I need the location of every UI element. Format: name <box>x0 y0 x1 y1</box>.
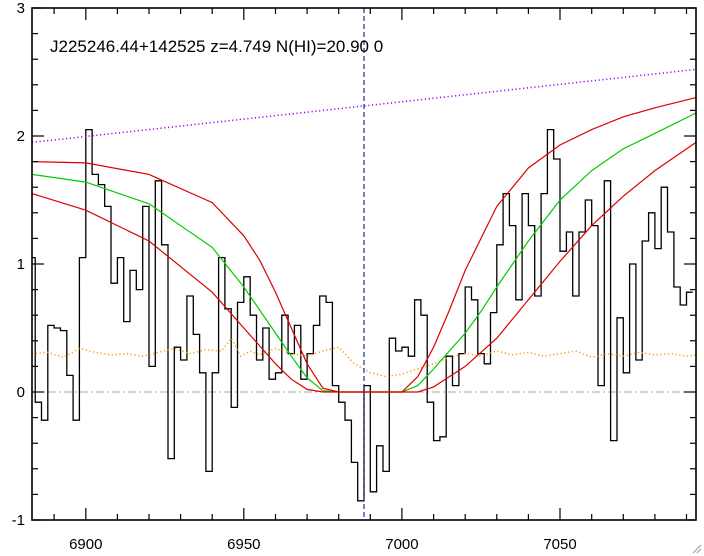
y-tick-label: 1 <box>17 256 25 273</box>
y-tick-label: 0 <box>17 384 25 401</box>
series-flux-line <box>32 128 693 502</box>
axis-ticks-layer <box>32 7 696 521</box>
series-lower-line <box>31 141 697 393</box>
series-model-line <box>31 112 697 393</box>
y-tick-label: 2 <box>17 128 25 145</box>
resize-grip-icon[interactable] <box>690 542 702 554</box>
x-tick-label: 6900 <box>69 536 102 553</box>
chart-title: J225246.44+142525 z=4.749 N(HI)=20.90 0 <box>50 37 383 56</box>
tick-labels-layer: 6900 6950 7000 7050 -1 0 1 2 3 <box>12 0 577 553</box>
series-continuum-line <box>31 68 697 144</box>
y-tick-label: 3 <box>17 0 25 17</box>
x-tick-label: 7000 <box>385 536 418 553</box>
series-layer <box>31 68 697 502</box>
y-tick-label: -1 <box>12 512 25 529</box>
x-tick-label: 6950 <box>227 536 260 553</box>
series-error-line <box>31 336 697 378</box>
x-tick-label: 7050 <box>543 536 576 553</box>
